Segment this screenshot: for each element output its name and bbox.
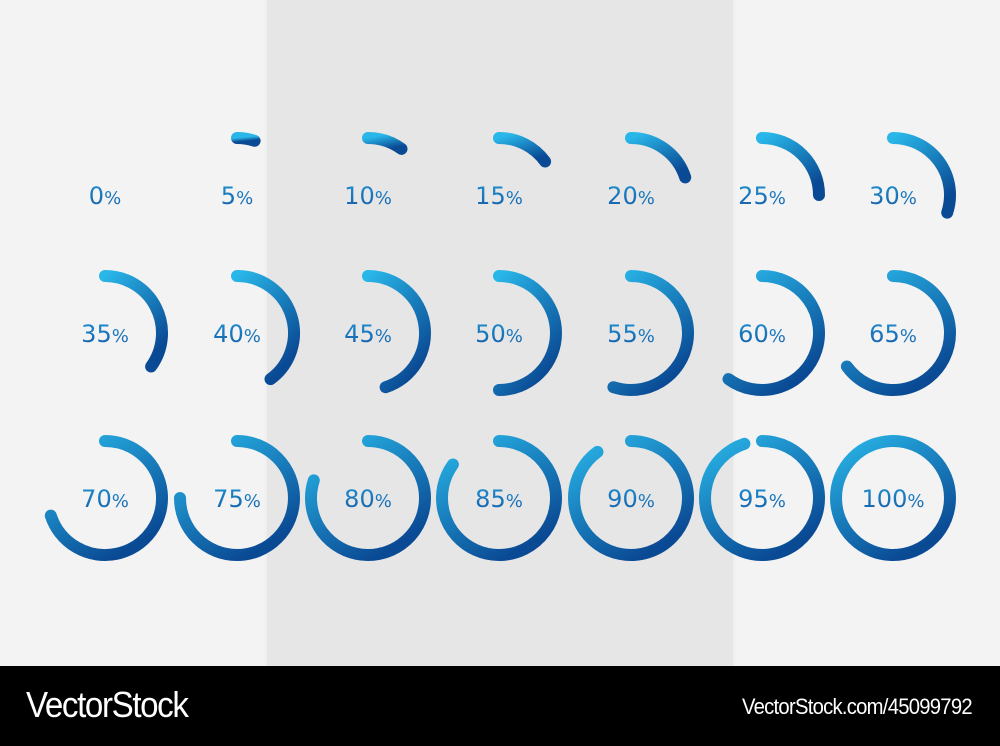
ring-arc xyxy=(362,132,408,155)
progress-rings-grid: 0% 5% 10% 15% 20% 25% 30% 35% 40% 45% 50% 55% 60% 65%… xyxy=(44,132,956,561)
progress-ring-65: 65% xyxy=(840,270,956,396)
percent-label: 95% xyxy=(738,485,786,513)
percent-label: 100% xyxy=(862,485,925,513)
ring-arc xyxy=(722,270,825,396)
ring-arc xyxy=(231,270,300,386)
ring-arc xyxy=(174,435,300,561)
percent-label: 0% xyxy=(89,182,121,210)
percent-label: 50% xyxy=(475,320,523,348)
progress-ring-15: 15% xyxy=(475,132,552,210)
progress-ring-30: 30% xyxy=(869,132,956,219)
percent-label: 60% xyxy=(738,320,786,348)
percent-label: 30% xyxy=(869,182,917,210)
ring-arc xyxy=(362,270,431,394)
progress-ring-60: 60% xyxy=(722,270,825,396)
image-id-url: VectorStock.com/45099792 xyxy=(742,694,973,719)
progress-ring-10: 10% xyxy=(344,132,408,210)
percent-label: 65% xyxy=(869,320,917,348)
percent-label: 15% xyxy=(475,182,523,210)
progress-ring-0: 0% xyxy=(89,182,121,210)
ring-arc xyxy=(493,270,562,396)
footer-bar: VectorStock VectorStock.com/45099792 xyxy=(0,666,1000,746)
progress-ring-20: 20% xyxy=(607,132,692,210)
ring-arc xyxy=(887,132,956,219)
ring-arc xyxy=(99,270,168,373)
progress-ring-5: 5% xyxy=(221,132,261,210)
percent-label: 55% xyxy=(607,320,655,348)
progress-ring-55: 55% xyxy=(607,270,694,396)
percent-label: 5% xyxy=(221,182,253,210)
progress-ring-90: 90% xyxy=(568,435,694,561)
percent-label: 25% xyxy=(738,182,786,210)
progress-ring-100: 100% xyxy=(830,435,956,561)
progress-ring-25: 25% xyxy=(738,132,825,210)
percent-label: 40% xyxy=(213,320,261,348)
percent-label: 45% xyxy=(344,320,392,348)
percent-label: 90% xyxy=(607,485,655,513)
percent-label: 10% xyxy=(344,182,392,210)
progress-ring-70: 70% xyxy=(44,435,168,561)
progress-ring-85: 85% xyxy=(436,435,562,561)
progress-ring-75: 75% xyxy=(174,435,300,561)
ring-arc xyxy=(699,435,825,561)
ring-arc xyxy=(625,132,692,184)
ring-arc xyxy=(436,435,562,561)
progress-ring-45: 45% xyxy=(344,270,431,394)
percent-label: 35% xyxy=(81,320,129,348)
ring-arc xyxy=(493,132,552,168)
ring-arc xyxy=(231,132,261,147)
progress-ring-40: 40% xyxy=(213,270,300,386)
ring-arc xyxy=(305,435,431,561)
progress-ring-50: 50% xyxy=(475,270,562,396)
percent-label: 80% xyxy=(344,485,392,513)
percent-label: 85% xyxy=(475,485,523,513)
ring-arc xyxy=(607,270,694,396)
progress-ring-35: 35% xyxy=(81,270,168,373)
ring-arc xyxy=(756,132,825,201)
brand-logo-text: VectorStock xyxy=(26,684,189,725)
ring-arc xyxy=(568,435,694,561)
ring-arc xyxy=(830,435,956,561)
progress-ring-80: 80% xyxy=(305,435,431,561)
ring-arc xyxy=(44,435,168,561)
percent-label: 20% xyxy=(607,182,655,210)
ring-arc xyxy=(840,270,956,396)
progress-ring-95: 95% xyxy=(699,435,825,561)
percent-label: 75% xyxy=(213,485,261,513)
percent-label: 70% xyxy=(81,485,129,513)
